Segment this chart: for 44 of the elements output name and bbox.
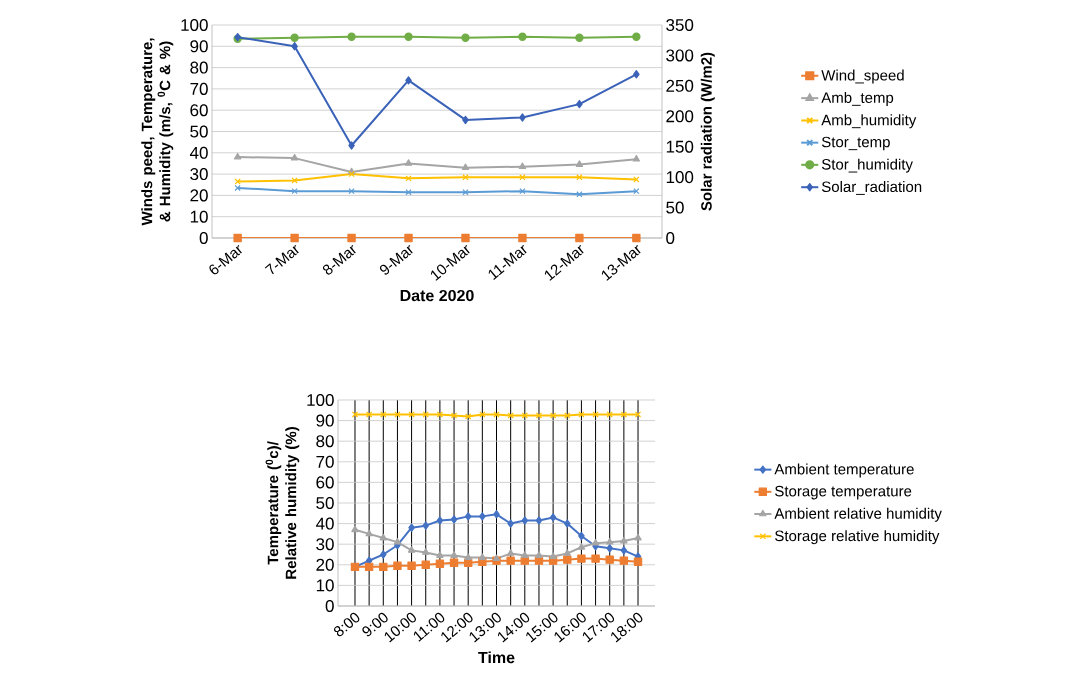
y-tick-label: 20 xyxy=(316,558,334,571)
legend-label: Amb_temp xyxy=(821,91,894,106)
legend-label: Solar_radiation xyxy=(821,181,922,195)
y-tick-label: 80 xyxy=(316,435,334,448)
y-tick-label: 60 xyxy=(316,476,334,489)
y-tick-label: 0 xyxy=(199,231,208,245)
y2-tick-label: 100 xyxy=(666,171,694,184)
y-tick-label: 30 xyxy=(316,538,334,551)
y-tick-label: 100 xyxy=(307,393,334,407)
legend-label: Amb_humidity xyxy=(821,114,917,129)
y-tick-label: 70 xyxy=(190,82,208,95)
x-axis-title: Time xyxy=(478,651,515,664)
y-tick-label: 10 xyxy=(316,579,334,592)
x-tick-label: 8:00 xyxy=(333,612,360,637)
y-tick-label: 70 xyxy=(316,455,334,468)
y-tick-label: 90 xyxy=(190,40,208,53)
legend-label: Wind_speed xyxy=(821,69,904,84)
y-tick-label: 30 xyxy=(190,168,208,181)
y2-tick-label: 50 xyxy=(666,201,684,214)
y-tick-label: 50 xyxy=(316,496,334,510)
y-tick-label: 40 xyxy=(315,517,334,530)
y-tick-label: 100 xyxy=(181,18,208,32)
y2-tick-label: 250 xyxy=(666,79,694,92)
y-tick-label: 60 xyxy=(190,104,208,117)
legend-label: Stor_temp xyxy=(821,136,890,151)
legend-label: Ambient relative humidity xyxy=(774,507,942,522)
y-tick-label: 40 xyxy=(189,146,208,159)
y2-tick-label: 200 xyxy=(666,110,694,123)
y-tick-label: 10 xyxy=(190,210,208,223)
y2-tick-label: 350 xyxy=(666,18,694,32)
legend-label: Storage temperature xyxy=(775,485,912,500)
legend-label: Ambient temperature xyxy=(774,463,914,478)
y2-axis-title: Solar radiation (W/m2) xyxy=(700,52,715,211)
y-tick-label: 0 xyxy=(325,599,334,613)
x-axis-title: Date 2020 xyxy=(400,289,474,302)
y2-tick-label: 0 xyxy=(666,231,675,245)
legend-label: Storage relative humidity xyxy=(775,530,940,545)
legend-label: Stor_humidity xyxy=(821,158,913,173)
y2-tick-label: 300 xyxy=(666,49,694,62)
y-tick-label: 90 xyxy=(316,414,334,427)
y-tick-label: 20 xyxy=(190,189,208,202)
y-tick-label: 80 xyxy=(190,61,208,74)
y-tick-label: 50 xyxy=(190,125,208,138)
y2-tick-label: 150 xyxy=(666,140,694,153)
